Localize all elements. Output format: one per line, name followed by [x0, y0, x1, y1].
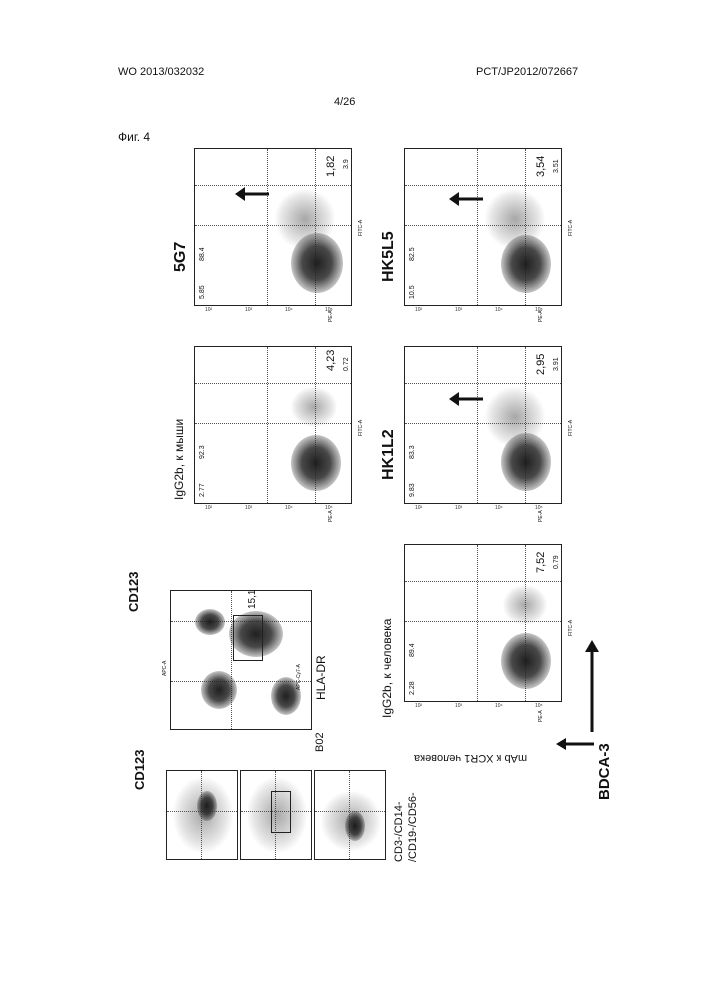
bdca3-axis-label: BDCA-3 [596, 743, 613, 800]
flow-plot-5g7: 3.9 1,82 5.85 88.4 10²10³10⁴10⁵ [194, 148, 352, 306]
x-axis-label: FITC-A [568, 220, 574, 236]
tick-label: 10⁴ [285, 505, 293, 511]
gate-sample-label: B02 [314, 732, 326, 752]
quadrant-ul: 0.79 [553, 555, 560, 569]
y-axis-label: PE-A [328, 310, 334, 322]
gate-y-tick-label: APC-A [162, 661, 168, 676]
application-number: PCT/JP2012/072667 [476, 66, 578, 78]
quadrant-ur: 4,23 [325, 350, 337, 371]
tick-label: 10⁴ [495, 703, 503, 709]
figure-label: Фиг. 4 [118, 130, 150, 144]
tick-label: 10⁵ [535, 703, 543, 709]
quadrant-lr: 83.3 [409, 445, 416, 459]
quadrant-ul: 3.91 [553, 357, 560, 371]
quadrant-ul: 0.72 [343, 357, 350, 371]
small-plot-2 [240, 770, 312, 860]
panel-title-igg2b-human: IgG2b, к человека [380, 619, 394, 718]
flow-plot-igg2b-human: 0.79 7,52 2.28 89.4 10²10³10⁴10⁵ [404, 544, 562, 702]
panel-title-5g7: 5G7 [172, 242, 190, 272]
publication-number: WO 2013/032032 [118, 66, 204, 78]
panel-title-hk1l2: HK1L2 [380, 429, 398, 480]
gate-plot-hla-dr-cd123: 15,1 [170, 590, 312, 730]
tick-label: 10² [415, 703, 422, 709]
x-axis-label: FITC-A [358, 420, 364, 436]
mab-label: mAb к XCR1 человека [414, 752, 527, 764]
tick-label: 10² [415, 307, 422, 313]
tick-label: 10⁴ [495, 307, 503, 313]
gate-x-tick-label: APC-Cy7-A [296, 664, 302, 690]
tick-label: 10⁴ [495, 505, 503, 511]
tick-label: 10³ [245, 307, 252, 313]
quadrant-lr: 82.5 [409, 247, 416, 261]
y-axis-label: PE-A [538, 710, 544, 722]
gate-rectangle [233, 615, 263, 661]
quadrant-ll: 2.77 [199, 483, 206, 497]
quadrant-lr: 89.4 [409, 643, 416, 657]
quadrant-ur: 7,52 [535, 552, 547, 573]
quadrant-ll: 10.5 [409, 285, 416, 299]
x-axis-label: FITC-A [568, 420, 574, 436]
quadrant-ur: 1,82 [325, 156, 337, 177]
y-axis-label: PE-A [538, 310, 544, 322]
quadrant-ur: 2,95 [535, 354, 547, 375]
small-plot-1 [166, 770, 238, 860]
gate-value: 15,1 [247, 590, 258, 609]
small-plot-axis-label: CD123 [132, 750, 147, 790]
x-axis-label: FITC-A [568, 620, 574, 636]
panel-title-igg2b-mouse: IgG2b, к мыши [172, 419, 186, 500]
flow-plot-hk5l5: 3.51 3,54 10.5 82.5 10²10³10⁴10⁵ [404, 148, 562, 306]
y-axis-label: PE-A [328, 510, 334, 522]
tick-label: 10³ [455, 307, 462, 313]
y-axis-label: PE-A [538, 510, 544, 522]
downward-arrow-icon [449, 191, 483, 207]
downward-arrow-icon [449, 391, 483, 407]
quadrant-ll: 9.83 [409, 483, 416, 497]
quadrant-ll: 2.28 [409, 681, 416, 695]
quadrant-ur: 3,54 [535, 156, 547, 177]
panel-title-hk5l5: HK5L5 [380, 231, 398, 282]
gate-y-axis-label: CD123 [126, 572, 141, 612]
page-number: 4/26 [334, 96, 355, 108]
tick-label: 10² [205, 307, 212, 313]
quadrant-lr: 92.3 [199, 445, 206, 459]
gate-x-axis-label: HLA-DR [314, 655, 328, 700]
flow-plot-hk1l2: 3.91 2,95 9.83 83.3 10²10³10⁴10⁵ [404, 346, 562, 504]
tick-label: 10³ [455, 505, 462, 511]
quadrant-ul: 3.51 [553, 159, 560, 173]
tick-label: 10³ [245, 505, 252, 511]
tick-label: 10⁴ [285, 307, 293, 313]
tick-label: 10² [415, 505, 422, 511]
x-axis-label: FITC-A [358, 220, 364, 236]
population-label: CD3-/CD14- /CD19-/CD56- [392, 792, 420, 862]
tick-label: 10³ [455, 703, 462, 709]
downward-arrow-icon [235, 186, 269, 202]
small-plot-3 [314, 770, 386, 860]
tick-label: 10² [205, 505, 212, 511]
flow-plot-igg2b-mouse: 0.72 4,23 2.77 92.3 10²10³10⁴10⁵ [194, 346, 352, 504]
pe-axis-arrow-icon [556, 704, 596, 764]
